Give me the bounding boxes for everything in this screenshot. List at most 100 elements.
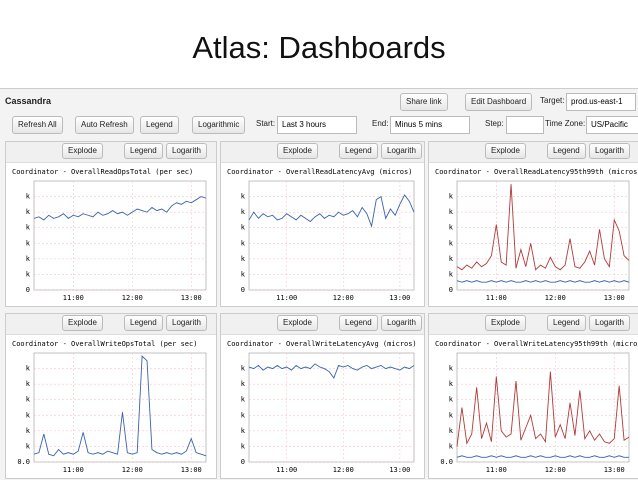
y-tick-label: k (449, 365, 454, 373)
legend-button[interactable]: Legend (124, 315, 163, 331)
legend-button[interactable]: Legend (339, 143, 378, 159)
y-tick-label: k (449, 380, 454, 388)
series-line (456, 371, 630, 447)
y-tick-label: k (449, 208, 454, 216)
explode-button[interactable]: Explode (485, 143, 526, 159)
x-tick-label: 12:00 (333, 466, 354, 474)
y-tick-label: k (241, 208, 246, 216)
y-tick-label: k (26, 365, 31, 373)
chart: Coordinator - OverallReadLatency95th99th… (435, 168, 638, 302)
dashboard: Cassandra Share link Edit Dashboard Targ… (0, 88, 638, 480)
explode-button[interactable]: Explode (62, 315, 103, 331)
target-label: Target: (540, 96, 565, 105)
log-button[interactable]: Logarith (381, 143, 422, 159)
y-tick-label: k (449, 255, 454, 263)
y-tick-label: k (26, 224, 31, 232)
legend-button[interactable]: Legend (339, 315, 378, 331)
log-button[interactable]: Logarith (589, 143, 630, 159)
y-tick-label: k (26, 427, 31, 435)
y-tick-label: k (26, 396, 31, 404)
log-button[interactable]: Logarith (166, 315, 207, 331)
timezone-label: Time Zone: (545, 119, 586, 128)
end-label: End: (372, 119, 389, 128)
plot-area (456, 180, 630, 291)
x-tick-label: 12:00 (122, 466, 143, 474)
series-line (248, 194, 415, 228)
y-tick-label: k (26, 255, 31, 263)
x-tick-label: 11:00 (486, 294, 507, 302)
x-tick-label: 13:00 (604, 294, 625, 302)
x-tick-label: 12:00 (545, 466, 566, 474)
chart: Coordinator - OverallReadOpsTotal (per s… (12, 168, 207, 302)
legend-button[interactable]: Legend (124, 143, 163, 159)
y-tick-label: k (26, 380, 31, 388)
y-tick-label: k (26, 193, 31, 201)
logarithmic-button[interactable]: Logarithmic (192, 116, 246, 134)
log-button[interactable]: Logarith (166, 143, 207, 159)
y-tick-label: 0.0 (440, 458, 453, 466)
y-tick-label: 0.0 (17, 458, 30, 466)
panel: Explode Legend Logarith Coordinator - Overa… (428, 141, 638, 307)
refresh-all-button[interactable]: Refresh All (12, 116, 63, 134)
y-tick-label: k (26, 411, 31, 419)
step-input[interactable] (506, 116, 544, 134)
panel-toolbar: Explode Legend Logarith (6, 142, 216, 163)
x-tick-label: 12:00 (545, 294, 566, 302)
edit-button[interactable]: Edit Dashboard (465, 93, 533, 111)
y-tick-label: k (241, 193, 246, 201)
y-tick-label: k (449, 427, 454, 435)
start-select[interactable]: Last 3 hours (277, 116, 357, 134)
y-tick-label: k (26, 270, 31, 278)
app-name: Cassandra (5, 96, 52, 106)
legend-button[interactable]: Legend (140, 116, 179, 134)
legend-button[interactable]: Legend (547, 315, 586, 331)
log-button[interactable]: Logarith (589, 315, 630, 331)
panel: Explode Legend Logarith Coordinator - Overa… (5, 141, 217, 307)
y-tick-label: k (449, 442, 454, 450)
series-line (456, 184, 630, 271)
y-tick-label: k (26, 442, 31, 450)
x-tick-label: 11:00 (276, 466, 297, 474)
start-label: Start: (256, 119, 276, 128)
y-tick-label: k (26, 239, 31, 247)
plot-area (248, 180, 415, 291)
chart-title: Coordinator - OverallReadLatencyAvg (mic… (227, 168, 412, 176)
auto-refresh-button[interactable]: Auto Refresh (75, 116, 134, 134)
y-tick-label: k (241, 411, 246, 419)
explode-button[interactable]: Explode (485, 315, 526, 331)
log-button[interactable]: Logarith (381, 315, 422, 331)
x-tick-label: 11:00 (276, 294, 297, 302)
y-tick-label: k (241, 224, 246, 232)
plot-area (33, 352, 207, 463)
y-tick-label: k (449, 396, 454, 404)
target-select[interactable]: prod.us-east-1 (566, 93, 636, 111)
chart: Coordinator - OverallReadLatencyAvg (mic… (227, 168, 415, 302)
plot-area (456, 352, 630, 463)
series-line (33, 196, 207, 221)
explode-button[interactable]: Explode (277, 143, 318, 159)
y-tick-label: k (241, 270, 246, 278)
panel: Explode Legend Logarith Coordinator - Overa… (428, 313, 638, 479)
x-tick-label: 12:00 (333, 294, 354, 302)
y-tick-label: 0 (241, 286, 245, 294)
y-tick-label: 0 (26, 286, 30, 294)
panel: Explode Legend Logarith Coordinator - Overa… (220, 313, 425, 479)
x-tick-label: 11:00 (486, 466, 507, 474)
panel: Explode Legend Logarith Coordinator - Overa… (220, 141, 425, 307)
panel-toolbar: Explode Legend Logarith (221, 142, 424, 163)
chart: Coordinator - OverallWriteOpsTotal (per … (12, 340, 207, 474)
y-tick-label: k (449, 224, 454, 232)
y-tick-label: k (26, 208, 31, 216)
y-tick-label: k (241, 396, 246, 404)
end-select[interactable]: Minus 5 mins (390, 116, 470, 134)
explode-button[interactable]: Explode (277, 315, 318, 331)
share-button[interactable]: Share link (400, 93, 448, 111)
y-tick-label: k (241, 255, 246, 263)
y-tick-label: k (449, 193, 454, 201)
series-line (248, 363, 415, 379)
explode-button[interactable]: Explode (62, 143, 103, 159)
timezone-select[interactable]: US/Pacific (586, 116, 638, 134)
legend-button[interactable]: Legend (547, 143, 586, 159)
series-line (456, 455, 629, 458)
